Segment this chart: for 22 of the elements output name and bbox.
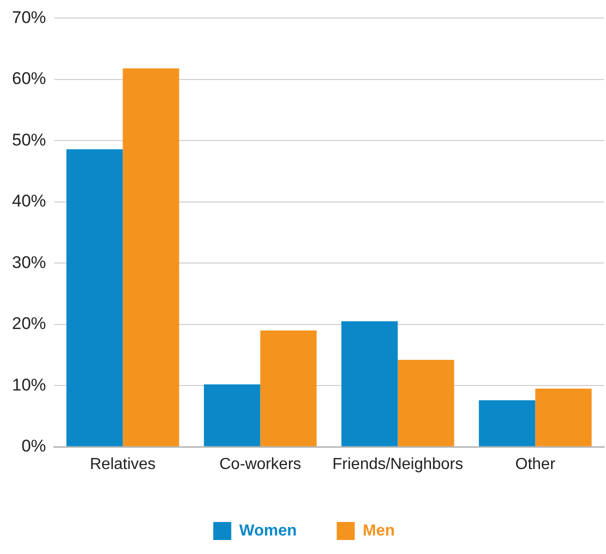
x-tick-label: Co-workers [219, 456, 302, 473]
bar [398, 360, 454, 446]
bar [122, 68, 180, 446]
y-tick-label: 40% [12, 192, 46, 211]
bar [66, 149, 123, 446]
x-tick-label: Friends/Neighbors [332, 456, 464, 473]
bar [341, 321, 398, 446]
y-tick-label: 20% [12, 314, 46, 334]
x-tick-label: Other [515, 456, 556, 473]
legend-label: Women [239, 522, 297, 540]
legend-label: Men [362, 522, 395, 540]
y-tick-label: 60% [12, 69, 46, 88]
bar [535, 388, 592, 446]
bar [204, 384, 260, 446]
bar [260, 330, 317, 446]
y-tick-label: 70% [12, 8, 46, 27]
bar [478, 400, 536, 446]
y-tick-label: 10% [12, 375, 46, 394]
y-tick-label: 30% [12, 252, 46, 272]
y-tick-label: 0% [21, 436, 46, 456]
x-tick-label: Relatives [90, 456, 156, 473]
y-tick-label: 50% [12, 130, 46, 150]
